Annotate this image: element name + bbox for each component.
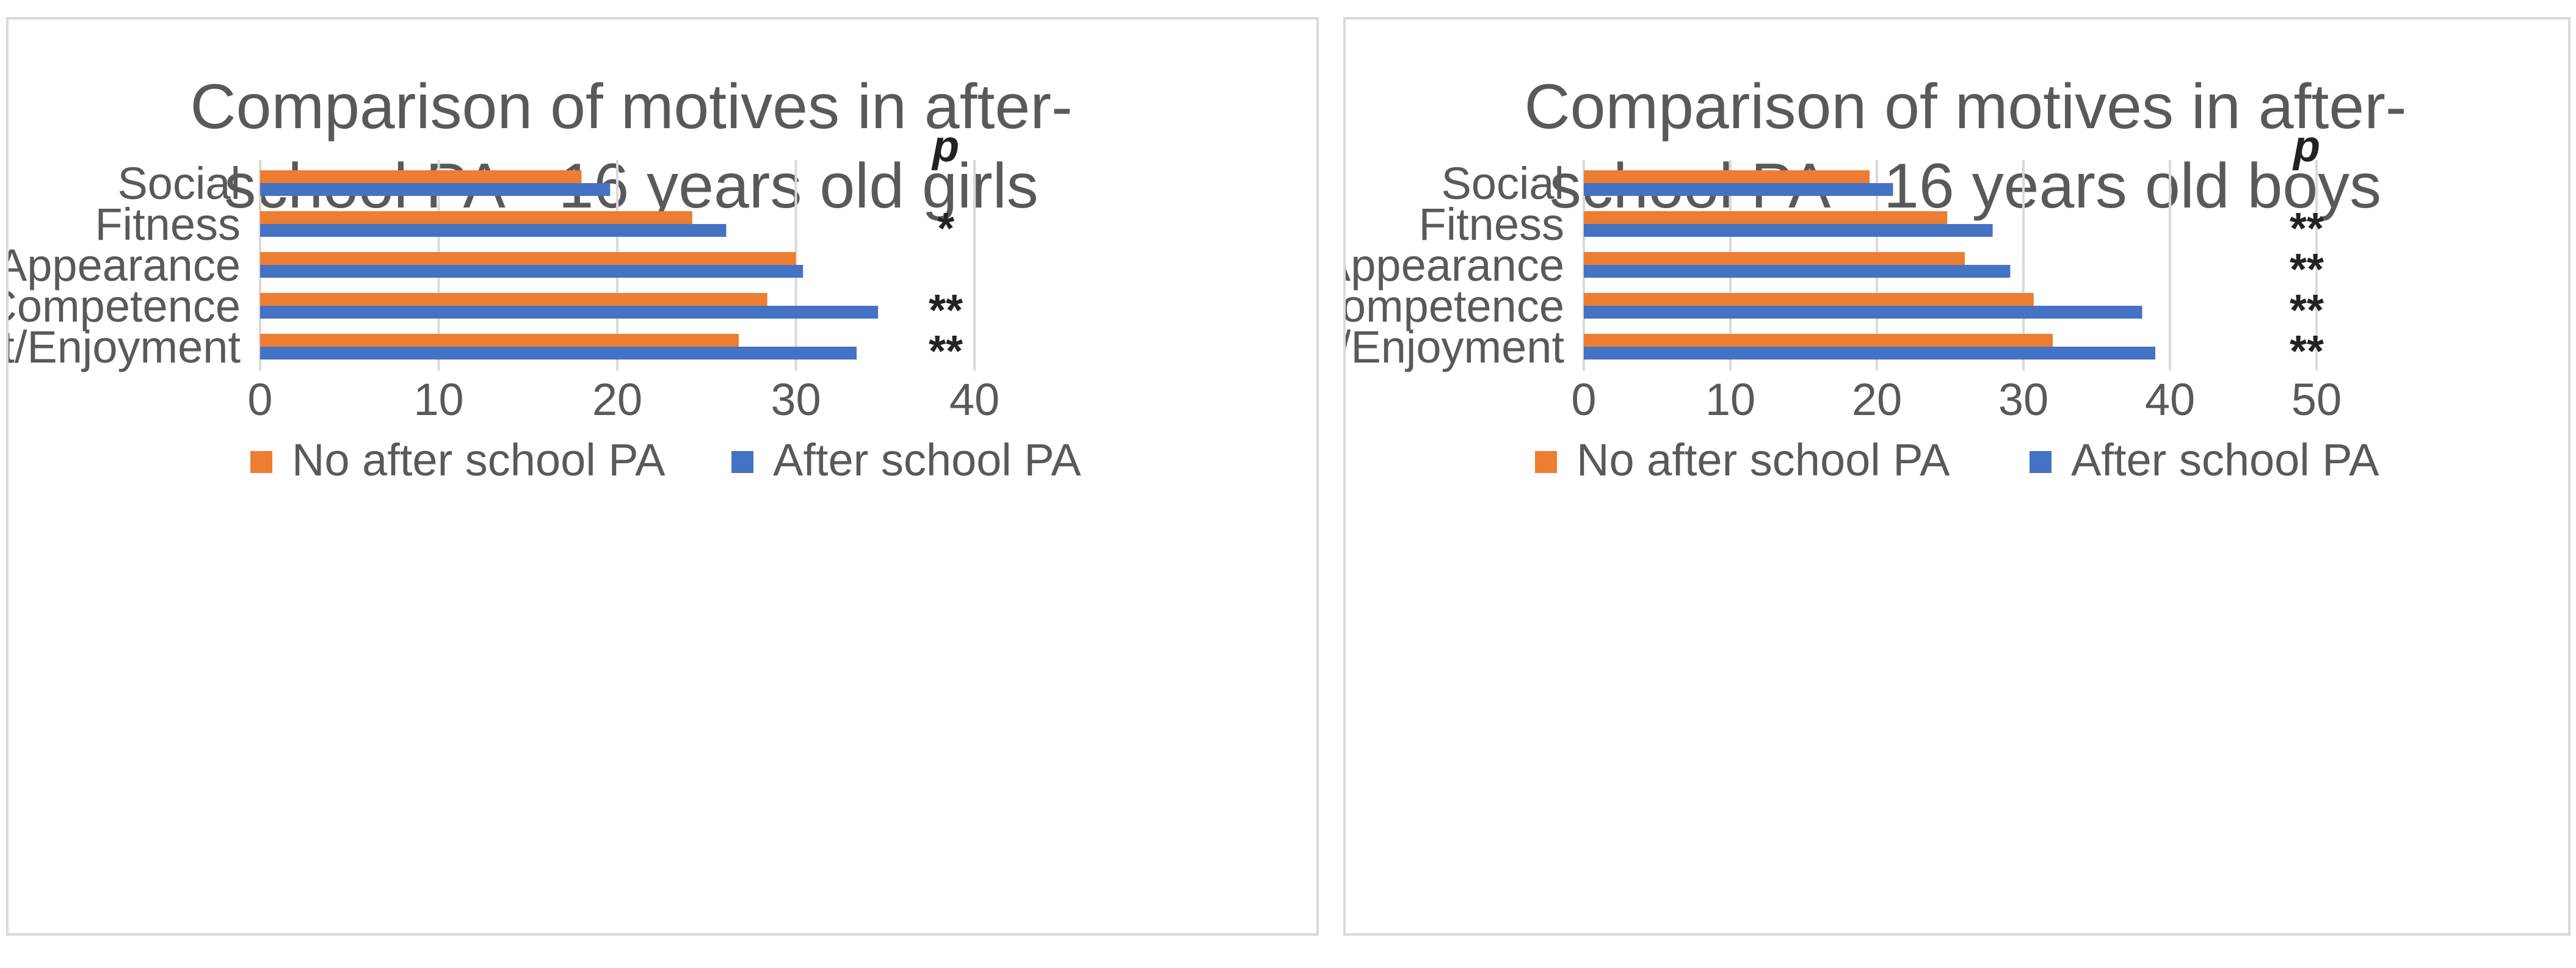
- boys-bar-after-school-pa: [1584, 347, 2155, 359]
- girls-bar-after-school-pa: [260, 183, 611, 196]
- boys-significance-marker: **: [2290, 327, 2324, 376]
- boys-bar-no-after-school-pa: [1584, 293, 2034, 306]
- girls-x-tick-label: 30: [771, 374, 821, 425]
- boys-category-label: Fitness: [1418, 199, 1564, 250]
- boys-significance-marker: **: [2290, 286, 2324, 335]
- girls-bar-no-after-school-pa: [260, 170, 582, 183]
- girls-significance-marker: **: [929, 327, 963, 376]
- girls-chart: Comparison of motives in after-school PA…: [9, 71, 1081, 485]
- boys-bar-no-after-school-pa: [1584, 334, 2053, 347]
- boys-bar-after-school-pa: [1584, 224, 1993, 237]
- girls-p-header: p: [931, 122, 959, 171]
- girls-bar-no-after-school-pa: [260, 293, 767, 306]
- boys-legend-swatch: [1535, 451, 1557, 473]
- boys-x-tick-label: 50: [2291, 374, 2342, 425]
- girls-legend-label: After school PA: [773, 435, 1081, 485]
- boys-bar-after-school-pa: [1584, 306, 2142, 319]
- boys-chart-title-line: Comparison of motives in after-: [1525, 71, 2407, 142]
- girls-category-label: Fitness: [95, 199, 241, 250]
- girls-category-label: Social: [117, 158, 241, 209]
- girls-category-label: Competence: [9, 281, 241, 331]
- girls-legend-swatch: [250, 451, 272, 473]
- boys-chart: Comparison of motives in after-school PA…: [1346, 71, 2406, 485]
- boys-bar-after-school-pa: [1584, 265, 2011, 278]
- girls-chart-panel: Comparison of motives in after-school PA…: [6, 17, 1319, 936]
- girls-bar-after-school-pa: [260, 347, 857, 359]
- girls-significance-marker: **: [929, 286, 963, 335]
- boys-x-tick-label: 20: [1852, 374, 1902, 425]
- boys-x-tick-label: 0: [1571, 374, 1596, 425]
- boys-x-tick-label: 10: [1705, 374, 1755, 425]
- boys-bar-after-school-pa: [1584, 183, 1893, 196]
- girls-legend-label: No after school PA: [292, 435, 666, 485]
- boys-category-label: Social: [1441, 158, 1564, 209]
- girls-bar-no-after-school-pa: [260, 334, 739, 347]
- boys-chart-group: Comparison of motives in after-school PA…: [1346, 71, 2406, 485]
- boys-bar-no-after-school-pa: [1584, 211, 1948, 224]
- girls-significance-marker: *: [937, 204, 954, 253]
- girls-bar-after-school-pa: [260, 265, 804, 278]
- boys-category-label: Interest/Enjoyment: [1346, 322, 1564, 372]
- girls-x-tick-label: 20: [592, 374, 642, 425]
- girls-x-tick-label: 0: [247, 374, 272, 425]
- boys-category-label: Competence: [1346, 281, 1564, 331]
- boys-chart-panel: Comparison of motives in after-school PA…: [1343, 17, 2571, 936]
- girls-chart-title-line: Comparison of motives in after-: [190, 71, 1073, 142]
- boys-p-header: p: [2292, 122, 2320, 171]
- girls-x-tick-label: 40: [949, 374, 1000, 425]
- girls-bar-no-after-school-pa: [260, 211, 692, 224]
- girls-bar-after-school-pa: [260, 306, 879, 319]
- girls-category-label: Interest/Enjoyment: [9, 322, 241, 372]
- girls-category-label: Appearance: [9, 240, 241, 291]
- boys-significance-marker: **: [2290, 204, 2324, 253]
- girls-x-tick-label: 10: [413, 374, 463, 425]
- girls-bar-after-school-pa: [260, 224, 727, 237]
- boys-legend-label: No after school PA: [1576, 435, 1950, 485]
- boys-bar-no-after-school-pa: [1584, 170, 1870, 183]
- boys-legend-swatch: [2030, 451, 2052, 473]
- girls-legend-swatch: [731, 451, 753, 473]
- boys-category-label: Appearance: [1346, 240, 1564, 291]
- boys-bar-no-after-school-pa: [1584, 252, 1965, 265]
- boys-x-tick-label: 30: [1998, 374, 2048, 425]
- boys-legend-label: After school PA: [2071, 435, 2379, 485]
- girls-chart-group: Comparison of motives in after-school PA…: [9, 71, 1081, 485]
- boys-x-tick-label: 40: [2145, 374, 2195, 425]
- girls-bar-no-after-school-pa: [260, 252, 796, 265]
- boys-significance-marker: **: [2290, 245, 2324, 294]
